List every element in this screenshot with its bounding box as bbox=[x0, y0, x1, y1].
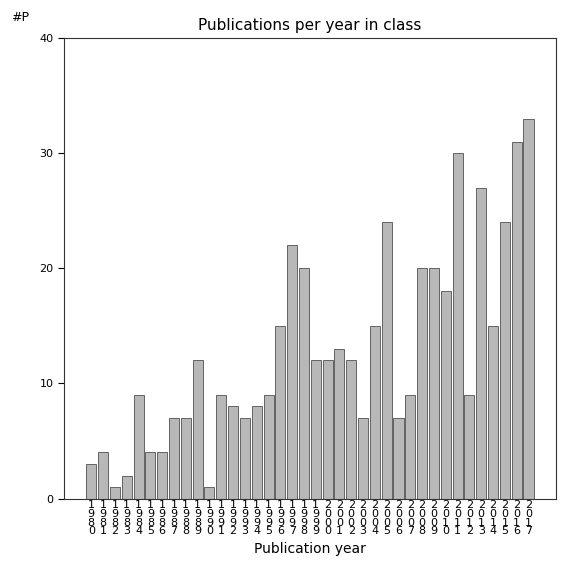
Bar bbox=[393, 418, 404, 498]
Bar bbox=[252, 407, 262, 498]
Bar bbox=[500, 222, 510, 498]
Bar bbox=[488, 326, 498, 498]
Bar bbox=[335, 349, 345, 498]
Bar bbox=[157, 452, 167, 498]
Bar bbox=[452, 153, 463, 498]
Bar bbox=[323, 361, 333, 498]
Bar bbox=[382, 222, 392, 498]
Bar bbox=[133, 395, 143, 498]
Bar bbox=[287, 246, 297, 498]
Bar bbox=[228, 407, 238, 498]
Bar bbox=[145, 452, 155, 498]
Bar bbox=[86, 464, 96, 498]
Bar bbox=[346, 361, 356, 498]
Bar bbox=[417, 268, 427, 498]
Title: Publications per year in class: Publications per year in class bbox=[198, 18, 422, 33]
Text: #P: #P bbox=[11, 11, 29, 24]
Bar bbox=[205, 487, 214, 498]
Bar bbox=[216, 395, 226, 498]
Bar bbox=[464, 395, 475, 498]
Bar bbox=[299, 268, 309, 498]
Bar bbox=[122, 476, 132, 498]
Bar bbox=[476, 188, 486, 498]
Bar bbox=[193, 361, 202, 498]
Bar bbox=[98, 452, 108, 498]
Bar bbox=[181, 418, 191, 498]
Bar bbox=[110, 487, 120, 498]
Bar bbox=[169, 418, 179, 498]
Bar bbox=[264, 395, 273, 498]
Bar bbox=[429, 268, 439, 498]
Bar bbox=[511, 142, 522, 498]
Bar bbox=[311, 361, 321, 498]
Bar bbox=[358, 418, 368, 498]
Bar bbox=[276, 326, 285, 498]
Bar bbox=[370, 326, 380, 498]
Bar bbox=[441, 291, 451, 498]
X-axis label: Publication year: Publication year bbox=[254, 542, 366, 556]
Bar bbox=[405, 395, 416, 498]
Bar bbox=[240, 418, 250, 498]
Bar bbox=[523, 119, 534, 498]
